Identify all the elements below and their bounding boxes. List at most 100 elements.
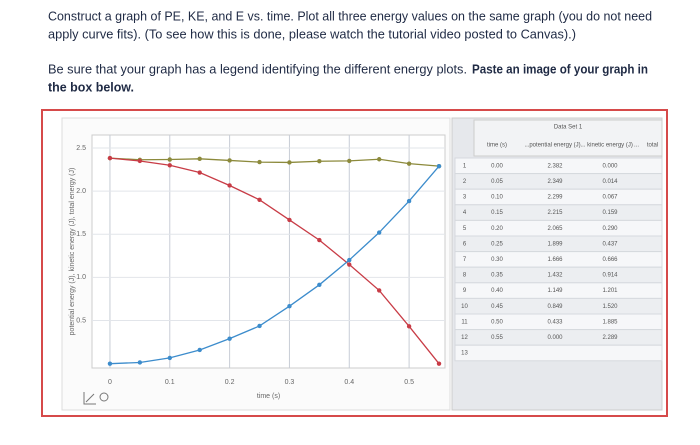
data-point: [436, 163, 442, 169]
table-cell: 2.382: [547, 163, 563, 169]
table-cell: 0.067: [602, 195, 618, 201]
chart: 0 0.1 0.2 0.3 0.4 0.5 0.5 1.0 1.5 2.0 2.5 time (s) p…: [69, 134, 446, 400]
column-header: time (s): [487, 143, 507, 149]
x-tick-label: 0.4: [344, 379, 354, 386]
y-tick-label: 2.0: [76, 188, 86, 195]
data-point: [287, 160, 292, 165]
y-tick-label: 0.5: [76, 317, 86, 324]
table-cell: 2.065: [547, 226, 563, 232]
series-line: [109, 157, 440, 167]
x-tick-label: 0: [108, 379, 112, 386]
icon: [99, 392, 109, 402]
data-point: [287, 217, 292, 223]
data-point: [137, 158, 143, 164]
table-cell: 2.299: [547, 195, 563, 201]
table-cell: 2.215: [547, 210, 563, 216]
instruction-line: Be sure that your graph has a legend ide…: [48, 61, 467, 76]
row-number: 11: [461, 319, 468, 325]
column-header: ...: [524, 143, 529, 149]
table-cell: 0.159: [602, 210, 618, 216]
x-tick-label: 0.2: [225, 379, 235, 386]
table-cell: 0.35: [491, 273, 503, 279]
table-cell: 0.00: [491, 163, 503, 169]
series-line: [109, 165, 440, 365]
table-cell: 0.000: [602, 163, 618, 169]
table-row: [454, 344, 663, 362]
instruction-line: Construct a graph of PE, KE, and E vs. t…: [48, 8, 652, 23]
table-cell: 2.289: [602, 335, 618, 341]
table-cell: 0.15: [491, 210, 503, 216]
table-cell: 1.432: [547, 273, 563, 279]
table-cell: 1.666: [547, 257, 563, 263]
data-point: [167, 355, 172, 361]
row-number: 1: [463, 163, 467, 169]
column-header: total: [647, 143, 658, 149]
data-point: [257, 197, 262, 203]
row-number: 5: [463, 226, 467, 232]
row-number: 10: [461, 304, 468, 310]
plot-area: [91, 134, 446, 369]
y-axis-label: potential energy (J), kinetic energy (J)…: [69, 168, 76, 336]
table-cell: 0.914: [602, 273, 618, 279]
icon: [83, 392, 96, 405]
table-cell: 1.899: [547, 241, 563, 247]
table-title: Data Set 1: [554, 125, 583, 131]
table-cell: 0.55: [491, 335, 503, 341]
table-cell: 0.437: [602, 241, 618, 247]
x-tick-label: 0.3: [285, 379, 295, 386]
table-cell: 0.45: [491, 304, 503, 310]
column-header: ...: [580, 143, 585, 149]
data-point: [287, 304, 292, 309]
table-cell: 2.349: [547, 179, 563, 185]
data-point: [197, 347, 202, 353]
data-point: [107, 155, 113, 161]
table-header: [473, 119, 663, 157]
data-point: [257, 159, 262, 165]
table-cell: 0.50: [491, 319, 503, 325]
y-tick-label: 1.5: [76, 231, 86, 238]
table-cell: 1.201: [602, 288, 618, 294]
data-point: [197, 170, 202, 175]
table-cell: 1.520: [602, 304, 618, 310]
data-point: [317, 159, 322, 164]
data-point: [107, 361, 113, 366]
row-number: 12: [461, 335, 468, 341]
table-cell: 0.000: [547, 335, 563, 341]
data-point: [406, 324, 412, 329]
table-cell: 1.885: [602, 319, 618, 325]
row-number: 3: [463, 195, 467, 201]
data-point: [227, 336, 232, 341]
row-number: 9: [463, 288, 467, 294]
instruction-line: apply curve fits). (To see how this is d…: [48, 26, 576, 41]
row-number: 4: [463, 210, 467, 216]
table-cell: 0.290: [602, 226, 618, 232]
table-cell: 0.433: [547, 319, 563, 325]
data-point: [197, 156, 202, 162]
table-cell: 0.40: [491, 288, 503, 294]
row-number: 8: [463, 273, 467, 279]
table-cell: 0.30: [491, 257, 503, 263]
x-tick-label: 0.1: [165, 379, 175, 386]
table-cell: 0.10: [491, 195, 503, 201]
row-number: 7: [463, 257, 467, 263]
x-tick-label: 0.5: [404, 379, 414, 386]
data-point: [317, 237, 322, 243]
row-number: 2: [463, 179, 467, 185]
data-point: [376, 230, 382, 235]
row-number: 6: [463, 241, 467, 247]
data-point: [406, 198, 412, 204]
toolbar-icons: [83, 392, 109, 405]
instruction-bold: Paste an image of your graph in: [472, 61, 648, 76]
table-cell: 0.05: [491, 179, 503, 185]
column-header: potential energy (J): [529, 143, 580, 149]
data-point: [227, 158, 232, 163]
column-header: ...: [634, 143, 639, 149]
table-cell: 0.25: [491, 241, 503, 247]
series-line: [109, 157, 440, 365]
table-cell: 0.849: [547, 304, 563, 310]
table-cell: 0.666: [602, 257, 618, 263]
data-point: [436, 361, 442, 366]
data-point: [406, 161, 412, 166]
